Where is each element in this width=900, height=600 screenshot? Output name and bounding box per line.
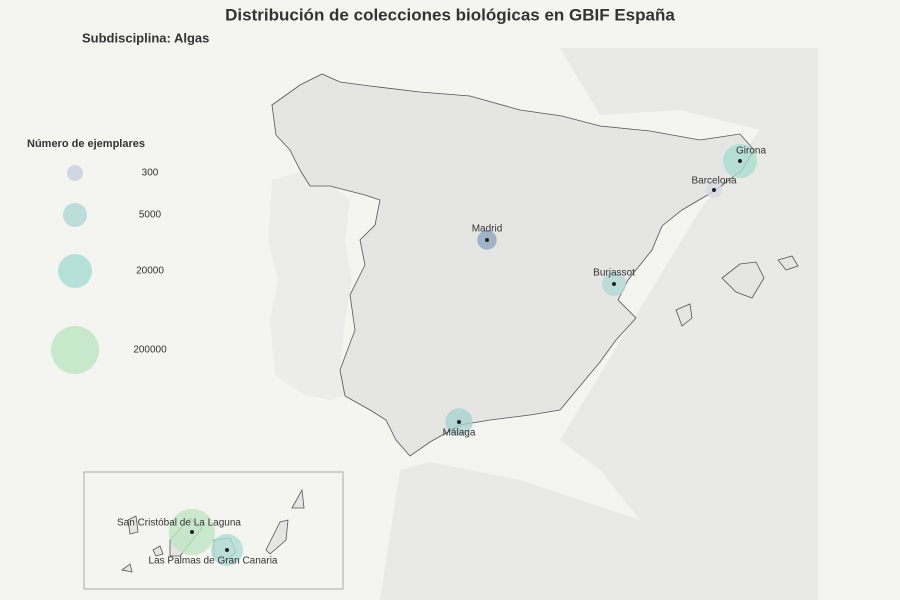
city-label: Madrid	[472, 224, 503, 235]
legend-label: 5000	[139, 210, 162, 221]
subtitle: Subdisciplina: Algas	[82, 30, 209, 45]
legend-label: 200000	[133, 345, 167, 356]
city-dot	[190, 530, 194, 534]
city-label: Girona	[736, 146, 766, 157]
legend-label: 20000	[136, 266, 164, 277]
city-label: Barcelona	[691, 176, 736, 187]
africa-region	[380, 462, 700, 600]
city-dot	[612, 282, 616, 286]
legend-bubble	[51, 326, 99, 374]
france-region	[560, 48, 818, 600]
legend-label: 300	[142, 168, 159, 179]
legend-bubble	[67, 165, 83, 181]
city-label: Burjassot	[593, 268, 635, 279]
city-dot	[457, 420, 461, 424]
city-dot	[738, 159, 742, 163]
city-dot	[485, 238, 489, 242]
ibiza	[675, 303, 693, 327]
mallorca	[721, 261, 765, 299]
city-label: Las Palmas de Gran Canaria	[149, 556, 278, 567]
city-dot	[225, 548, 229, 552]
legend-title: Número de ejemplares	[27, 138, 145, 150]
title: Distribución de colecciones biológicas e…	[225, 5, 675, 24]
city-label: Málaga	[443, 428, 476, 439]
menorca	[777, 255, 799, 271]
legend-bubble	[58, 254, 92, 288]
portugal	[268, 172, 352, 400]
city-label: San Cristóbal de La Laguna	[117, 518, 241, 529]
spain	[271, 73, 755, 457]
city-dot	[712, 188, 716, 192]
legend-bubble	[63, 203, 87, 227]
